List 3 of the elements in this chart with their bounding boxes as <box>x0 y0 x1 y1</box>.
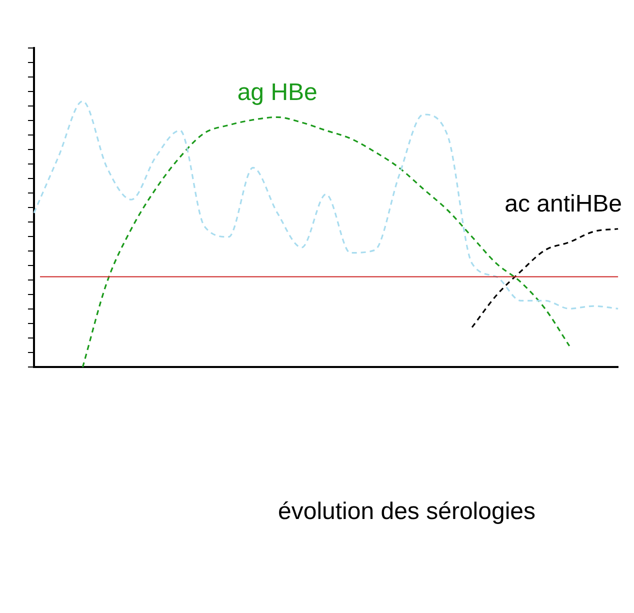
series-label: ac antiHBe <box>504 190 622 218</box>
text: évolution des sérologies <box>278 498 536 526</box>
series-label: ag HBe <box>237 78 318 106</box>
